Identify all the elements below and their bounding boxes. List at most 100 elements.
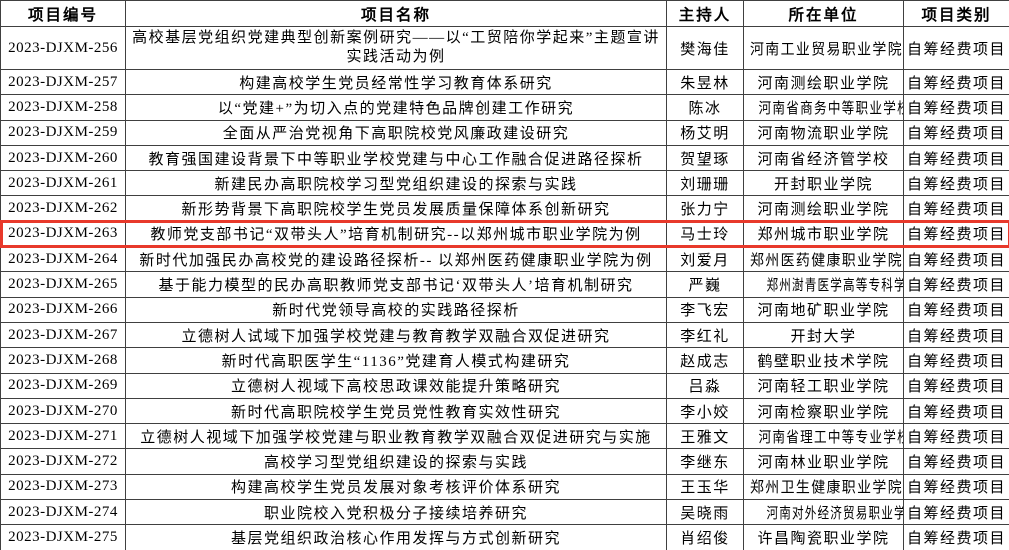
host-cell: 马士玲: [666, 220, 744, 248]
unit-text: 河南地矿职业学院: [757, 303, 890, 320]
table-row: 2023-DJXM-256 高校基层党组织党建典型创新案例研究——以“工贸陪你学…: [0, 26, 1009, 70]
project-id-cell: 2023-DJXM-262: [0, 195, 126, 222]
project-name-cell: 构建高校学生党员经常性学习教育体系研究: [125, 68, 667, 96]
project-id-cell: 2023-DJXM-256: [0, 26, 126, 70]
unit-cell: 河南省经济管学校: [743, 144, 904, 172]
table-row: 2023-DJXM-275 基层党组织政治核心作用发挥与方式创新研究 肖绍俊 许…: [0, 524, 1009, 550]
project-name-text: 新时代党领导高校的实践路径探析: [272, 303, 520, 320]
unit-text: 河南林业职业学院: [757, 455, 890, 472]
project-name-cell: 基层党组织政治核心作用发挥与方式创新研究: [125, 524, 667, 550]
category-cell: 自筹经费项目: [903, 170, 1009, 197]
project-name-cell: 构建高校学生党员发展对象考核评价体系研究: [125, 473, 667, 501]
project-name-text: 构建高校学生党员经常性学习教育体系研究: [239, 75, 553, 92]
host-cell: 肖绍俊: [666, 524, 744, 550]
unit-text: 河南测绘职业学院: [757, 75, 890, 92]
unit-cell: 开封大学: [743, 321, 904, 349]
project-name-cell: 教师党支部书记“双带头人”培育机制研究--以郑州城市职业学院为例: [125, 220, 667, 248]
category-cell: 自筹经费项目: [903, 372, 1009, 399]
project-name-text: 职业院校入党积极分子接续培养研究: [263, 505, 528, 522]
unit-cell: 河南测绘职业学院: [743, 68, 904, 96]
unit-text: 河南工业贸易职业学院: [750, 41, 904, 58]
table-row: 2023-DJXM-267 立德树人试域下加强学校党建与教育教学双融合双促进研究…: [0, 321, 1009, 349]
project-id-cell: 2023-DJXM-268: [0, 347, 126, 374]
unit-cell: 河南省理工中等专业学校: [743, 423, 904, 450]
category-cell: 自筹经费项目: [903, 94, 1009, 121]
project-name-text: 构建高校学生党员发展对象考核评价体系研究: [230, 480, 561, 497]
category-cell: 自筹经费项目: [903, 68, 1009, 96]
project-name-cell: 高校基层党组织党建典型创新案例研究——以“工贸陪你学起来”主题宣讲实践活动为例: [125, 26, 667, 70]
project-name-cell: 新时代党领导高校的实践路径探析: [125, 296, 667, 323]
project-name-cell: 以“党建+”为切入点的党建特色品牌创建工作研究: [125, 94, 667, 121]
table-row: 2023-DJXM-269 立德树人视域下高校思政课效能提升策略研究 吕淼 河南…: [0, 372, 1009, 399]
project-id-cell: 2023-DJXM-263: [0, 220, 126, 248]
column-header-5: 项目类别: [903, 0, 1009, 27]
table-row: 2023-DJXM-258 以“党建+”为切入点的党建特色品牌创建工作研究 陈冰…: [0, 94, 1009, 121]
host-cell: 王雅文: [666, 423, 744, 450]
project-name-cell: 立德树人视域下加强学校党建与职业教育教学双融合双促进研究与实施: [125, 423, 667, 450]
table-row: 2023-DJXM-259 全面从严治党视角下高职院校党风廉政建设研究 杨艾明 …: [0, 119, 1009, 146]
project-name-cell: 立德树人视域下高校思政课效能提升策略研究: [125, 372, 667, 399]
category-cell: 自筹经费项目: [903, 473, 1009, 501]
table-row: 2023-DJXM-268 新时代高职医学生“1136”党建育人模式构建研究 赵…: [0, 347, 1009, 374]
host-cell: 刘爱月: [666, 246, 744, 273]
host-cell: 赵成志: [666, 347, 744, 374]
table-row: 2023-DJXM-270 新时代高职院校学生党员党性教育实效性研究 李小姣 河…: [0, 397, 1009, 425]
project-name-text: 以“党建+”为切入点的党建特色品牌创建工作研究: [217, 100, 575, 117]
project-name-text: 新建民办高职院校学习型党组织建设的探索与实践: [214, 176, 578, 193]
project-name-text: 基于能力模型的民办高职教师党支部书记‘双带头人’培育机制研究: [158, 278, 634, 295]
host-cell: 李飞宏: [666, 296, 744, 323]
project-name-cell: 基于能力模型的民办高职教师党支部书记‘双带头人’培育机制研究: [125, 271, 667, 298]
column-header-3: 主持人: [666, 0, 744, 27]
category-cell: 自筹经费项目: [903, 271, 1009, 298]
host-cell: 陈冰: [666, 94, 744, 121]
unit-text: 河南省经济管学校: [757, 151, 890, 168]
project-name-cell: 全面从严治党视角下高职院校党风廉政建设研究: [125, 119, 667, 146]
project-id-cell: 2023-DJXM-264: [0, 246, 126, 273]
project-id-cell: 2023-DJXM-272: [0, 448, 126, 475]
category-cell: 自筹经费项目: [903, 246, 1009, 273]
host-cell: 王玉华: [666, 473, 744, 501]
project-name-cell: 教育强国建设背景下中等职业学校党建与中心工作融合促进路径探析: [125, 144, 667, 172]
host-cell: 朱昱林: [666, 68, 744, 96]
unit-text: 郑州卫生健康职业学院: [750, 480, 904, 497]
project-id-cell: 2023-DJXM-275: [0, 524, 126, 550]
unit-text: 河南检察职业学院: [757, 404, 890, 421]
project-name-cell: 新时代高职医学生“1136”党建育人模式构建研究: [125, 347, 667, 374]
project-name-text: 全面从严治党视角下高职院校党风廉政建设研究: [222, 126, 570, 143]
unit-text: 河南轻工职业学院: [757, 379, 890, 396]
host-cell: 吕淼: [666, 372, 744, 399]
project-id-cell: 2023-DJXM-273: [0, 473, 126, 501]
category-cell: 自筹经费项目: [903, 397, 1009, 425]
table-row: 2023-DJXM-266 新时代党领导高校的实践路径探析 李飞宏 河南地矿职业…: [0, 296, 1009, 323]
project-name-text: 立德树人试域下加强学校党建与教育教学双融合双促进研究: [181, 328, 611, 345]
table-row: 2023-DJXM-262 新形势背景下高职院校学生党员发展质量保障体系创新研究…: [0, 195, 1009, 222]
project-id-cell: 2023-DJXM-265: [0, 271, 126, 298]
table-row: 2023-DJXM-271 立德树人视域下加强学校党建与职业教育教学双融合双促进…: [0, 423, 1009, 450]
unit-cell: 许昌陶瓷职业学院: [743, 524, 904, 550]
project-id-cell: 2023-DJXM-267: [0, 321, 126, 349]
host-cell: 张力宁: [666, 195, 744, 222]
unit-cell: 郑州澍青医学高等专科学校: [743, 271, 904, 298]
project-name-text: 立德树人视域下高校思政课效能提升策略研究: [230, 379, 561, 396]
project-name-text: 新形势背景下高职院校学生党员发展质量保障体系创新研究: [181, 202, 611, 219]
project-name-text: 新时代高职院校学生党员党性教育实效性研究: [230, 404, 561, 421]
host-cell: 贺望琢: [666, 144, 744, 172]
unit-text: 开封职业学院: [773, 176, 873, 193]
table-row-highlighted: 2023-DJXM-263 教师党支部书记“双带头人”培育机制研究--以郑州城市…: [0, 220, 1009, 248]
project-name-text: 新时代高职医学生“1136”党建育人模式构建研究: [221, 353, 571, 370]
project-name-text: 新时代加强民办高校党的建设路径探析-- 以郑州医药健康职业学院为例: [139, 252, 653, 269]
unit-text: 河南省理工中等专业学校: [758, 429, 904, 446]
unit-cell: 河南地矿职业学院: [743, 296, 904, 323]
unit-text: 河南对外经济贸易职业学院: [766, 505, 903, 522]
project-id-cell: 2023-DJXM-260: [0, 144, 126, 172]
project-name-cell: 新时代加强民办高校党的建设路径探析-- 以郑州医药健康职业学院为例: [125, 246, 667, 273]
column-header-2: 项目名称: [125, 0, 667, 27]
project-name-text: 基层党组织政治核心作用发挥与方式创新研究: [230, 530, 561, 547]
unit-text: 郑州澍青医学高等专科学校: [766, 278, 903, 295]
category-cell: 自筹经费项目: [903, 347, 1009, 374]
unit-cell: 河南检察职业学院: [743, 397, 904, 425]
unit-cell: 河南物流职业学院: [743, 119, 904, 146]
unit-cell: 河南省商务中等职业学校: [743, 94, 904, 121]
project-id-cell: 2023-DJXM-269: [0, 372, 126, 399]
